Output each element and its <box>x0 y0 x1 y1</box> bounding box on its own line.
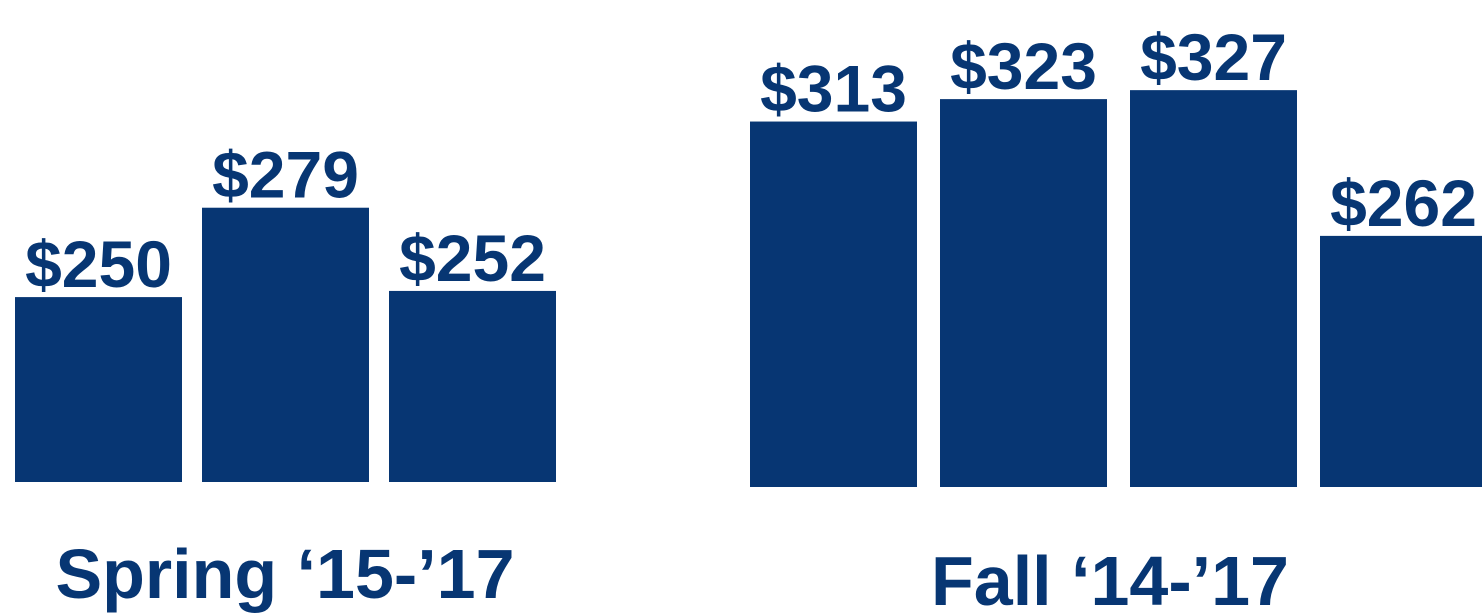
bar <box>389 290 556 482</box>
bar <box>15 297 182 482</box>
bar <box>750 121 917 488</box>
chart-title: Spring ‘15-’17 <box>55 535 514 613</box>
bar <box>1320 235 1482 487</box>
value-label: $327 <box>1140 20 1287 94</box>
bar <box>940 99 1107 488</box>
bar <box>1130 90 1297 487</box>
bar <box>202 207 369 482</box>
value-label: $250 <box>25 227 172 301</box>
value-label: $323 <box>950 29 1097 103</box>
value-label: $262 <box>1330 166 1477 240</box>
value-label: $279 <box>212 138 359 212</box>
chart-title: Fall ‘14-’17 <box>931 542 1289 613</box>
value-label: $252 <box>399 221 546 295</box>
value-label: $313 <box>760 52 907 126</box>
